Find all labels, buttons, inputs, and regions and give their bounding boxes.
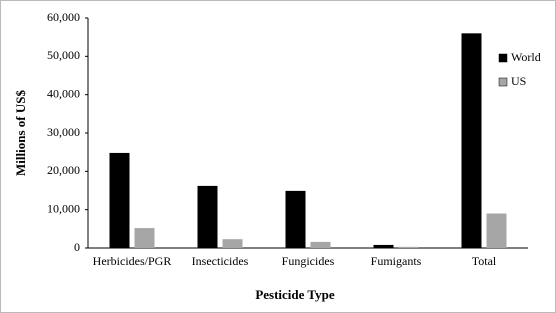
x-tick-label: Herbicides/PGR bbox=[93, 254, 172, 268]
legend-label: World bbox=[511, 50, 541, 64]
legend-swatch bbox=[498, 53, 508, 63]
legend-swatch bbox=[498, 77, 508, 87]
bar bbox=[398, 246, 419, 248]
legend-label: US bbox=[511, 74, 526, 88]
bar bbox=[134, 228, 155, 248]
y-tick-label: 40,000 bbox=[47, 86, 80, 100]
y-tick-label: 20,000 bbox=[47, 163, 80, 177]
x-tick-label: Total bbox=[472, 254, 497, 268]
y-tick-label: 60,000 bbox=[47, 10, 80, 24]
bar bbox=[222, 239, 243, 248]
y-tick-label: 50,000 bbox=[47, 48, 80, 62]
bar bbox=[310, 241, 331, 248]
x-tick-label: Fumigants bbox=[371, 254, 422, 268]
bar bbox=[461, 33, 482, 249]
x-tick-label: Fungicides bbox=[282, 254, 335, 268]
x-axis-title: Pesticide Type bbox=[255, 287, 335, 302]
bar bbox=[486, 213, 507, 248]
y-tick-label: 10,000 bbox=[47, 201, 80, 215]
bar bbox=[373, 244, 394, 248]
x-tick-label: Insecticides bbox=[192, 254, 249, 268]
bar bbox=[197, 185, 218, 248]
y-tick-label: 0 bbox=[74, 240, 80, 254]
y-tick-label: 30,000 bbox=[47, 125, 80, 139]
y-axis-title: Millions of US$ bbox=[13, 90, 28, 176]
bar bbox=[109, 152, 130, 248]
bar bbox=[285, 190, 306, 248]
